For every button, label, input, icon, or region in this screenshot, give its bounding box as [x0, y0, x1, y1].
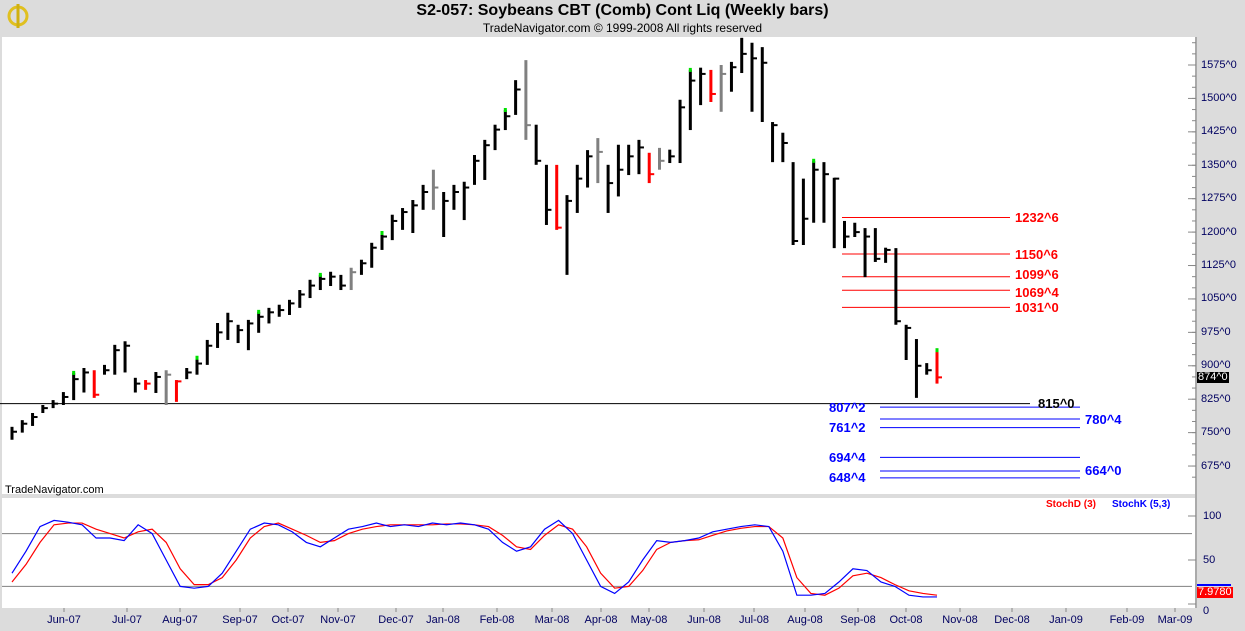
red-level-label: 1150^6 [1015, 246, 1059, 262]
blue-level-label: 780^4 [1085, 411, 1122, 427]
blue-level-label: 761^2 [829, 420, 866, 436]
x-tick-label: Sep-08 [840, 613, 876, 626]
x-tick-label: Sep-07 [222, 613, 258, 626]
x-tick-label: Oct-07 [271, 613, 305, 626]
price-panel [2, 37, 1196, 494]
red-level-label: 1069^4 [1015, 284, 1059, 300]
red-level-label: 1031^0 [1015, 299, 1059, 315]
stoch-last-label: 7.9780 [1197, 585, 1233, 598]
x-tick-label: Nov-08 [942, 613, 978, 626]
new-high-marker [503, 108, 507, 113]
y-tick-label: 1200^0 [1201, 225, 1237, 238]
watermark: TradeNavigator.com [5, 483, 104, 496]
stoch-panel [2, 498, 1196, 608]
x-tick-label: Apr-08 [584, 613, 618, 626]
new-high-marker [812, 158, 816, 163]
x-tick-label: Aug-07 [162, 613, 198, 626]
x-tick-label: Jan-09 [1049, 613, 1083, 626]
y-tick-label: 1275^0 [1201, 192, 1237, 205]
x-tick-label: Nov-07 [320, 613, 356, 626]
y-tick-label: 1125^0 [1201, 259, 1236, 272]
y-tick-label: 750^0 [1201, 426, 1231, 439]
stoch-legend-k: StochK (5,3) [1112, 499, 1171, 510]
new-high-marker [688, 67, 692, 72]
y-tick-label: 900^0 [1201, 359, 1231, 372]
y-tick-label: 1575^0 [1201, 58, 1237, 71]
new-high-marker [935, 348, 939, 353]
blue-level-label: 664^0 [1085, 463, 1122, 479]
stochk-last-marker [1197, 584, 1231, 586]
x-tick-label: Jun-08 [687, 613, 721, 626]
y-tick-label: 825^0 [1201, 392, 1231, 405]
blue-level-label: 648^4 [829, 470, 866, 486]
x-tick-label: May-08 [630, 613, 668, 626]
x-tick-label: Oct-08 [889, 613, 923, 626]
x-tick-label: Mar-08 [534, 613, 570, 626]
y-tick-label: 675^0 [1201, 459, 1231, 472]
x-tick-label: Feb-08 [479, 613, 515, 626]
y-tick-label: 1500^0 [1201, 91, 1237, 104]
stoch-y-label: 0 [1203, 604, 1210, 617]
blue-level-label: 694^4 [829, 449, 866, 465]
stoch-legend-d: StochD (3) [1046, 499, 1096, 510]
new-high-marker [318, 272, 322, 277]
x-tick-label: Aug-08 [787, 613, 823, 626]
x-tick-label: Dec-08 [994, 613, 1030, 626]
stoch-series-line [11, 519, 937, 598]
y-tick-label: 1050^0 [1201, 292, 1237, 305]
y-tick-label: 975^0 [1201, 325, 1231, 338]
y-tick-label: 1425^0 [1201, 125, 1237, 138]
new-high-marker [72, 370, 76, 375]
chart-title: S2-057: Soybeans CBT (Comb) Cont Liq (We… [416, 2, 829, 19]
x-tick-label: Mar-09 [1157, 613, 1193, 626]
stoch-y-label: 100 [1203, 509, 1222, 522]
x-tick-label: Feb-09 [1109, 613, 1145, 626]
new-high-marker [257, 309, 261, 314]
x-tick-label: Jan-08 [426, 613, 460, 626]
red-level-label: 1099^6 [1015, 267, 1059, 283]
stoch-y-label: 50 [1203, 553, 1216, 566]
x-tick-label: Jul-07 [112, 613, 142, 626]
x-tick-label: Jun-07 [47, 613, 81, 626]
support-label: 815^0 [1038, 396, 1075, 412]
copyright: TradeNavigator.com © 1999-2008 All right… [482, 21, 763, 35]
new-high-marker [195, 355, 199, 360]
new-high-marker [380, 230, 384, 235]
x-tick-label: Dec-07 [378, 613, 414, 626]
x-tick-label: Jul-08 [739, 613, 769, 626]
last-price-label: 874^0 [1197, 370, 1229, 383]
red-level-label: 1232^6 [1015, 210, 1059, 225]
blue-level-label: 807^2 [829, 399, 866, 415]
y-tick-label: 1350^0 [1201, 158, 1237, 171]
